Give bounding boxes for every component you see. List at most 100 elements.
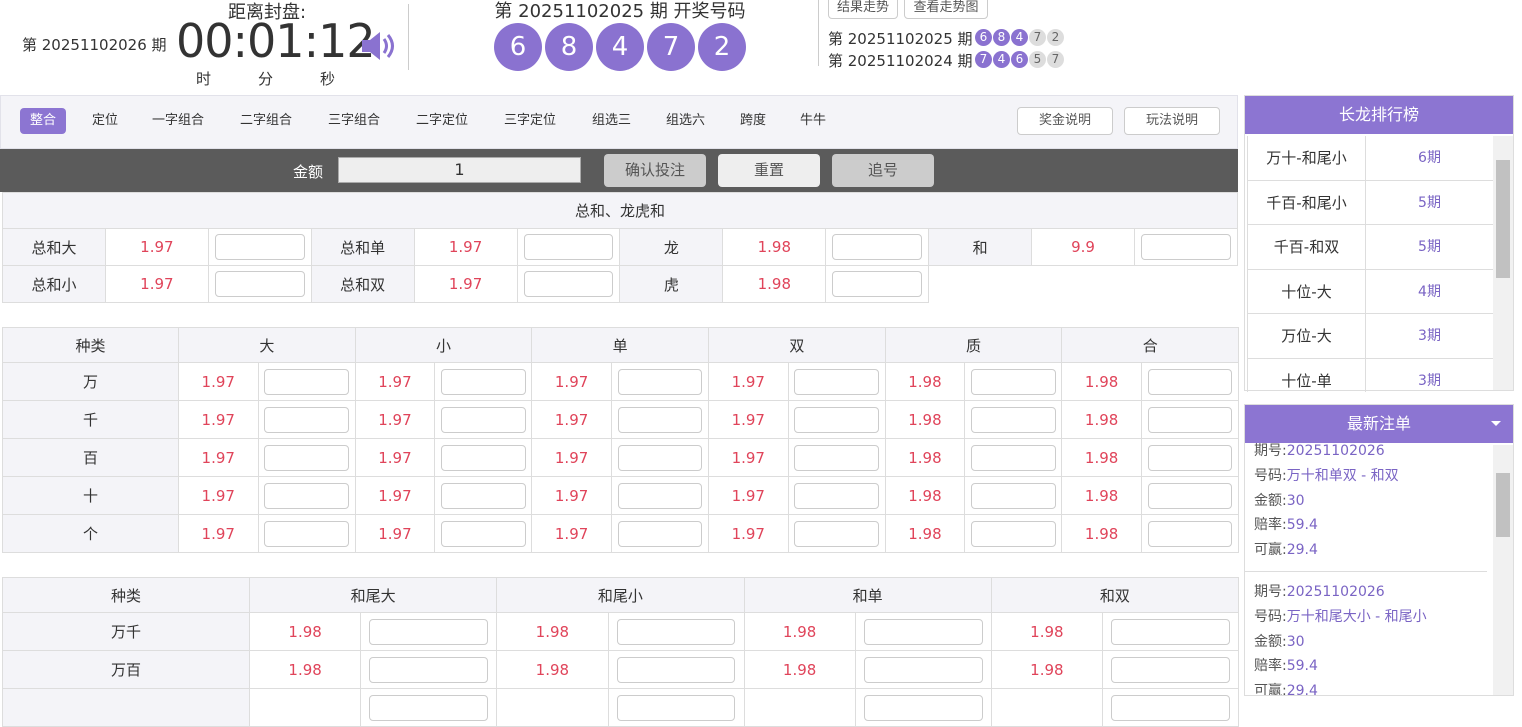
row: 千 1.97 1.97 1.97 1.97 1.98 1.98 — [2, 400, 1240, 439]
bet-input[interactable] — [369, 618, 489, 645]
bet-input[interactable] — [970, 482, 1056, 509]
bet-input[interactable] — [970, 406, 1056, 433]
title-row: 总和、龙虎和 — [2, 192, 1238, 229]
history-ball: 4 — [1011, 29, 1028, 46]
bet-input[interactable] — [863, 694, 983, 721]
column-header: 单 — [531, 327, 710, 363]
odds: 1.97 — [531, 362, 612, 401]
bet-input[interactable] — [863, 618, 983, 645]
bet-input[interactable] — [440, 368, 526, 395]
bet-input[interactable] — [794, 444, 879, 471]
bet-input[interactable] — [970, 368, 1056, 395]
odds: 1.97 — [708, 438, 789, 477]
column-header: 大 — [178, 327, 356, 363]
row-name: 千 — [2, 400, 179, 439]
field-label: 赔率: — [1254, 517, 1287, 534]
odds: 1.98 — [884, 438, 966, 477]
header-button[interactable]: 查看走势图 — [904, 0, 988, 19]
bet-input[interactable] — [1147, 406, 1233, 433]
bet-input[interactable] — [970, 444, 1056, 471]
history-ball: 6 — [975, 29, 992, 46]
tab[interactable]: 组选三 — [592, 113, 632, 128]
bet-input[interactable] — [617, 520, 703, 547]
bet-input[interactable] — [264, 406, 349, 433]
input-cell — [207, 265, 312, 303]
odds: 1.98 — [884, 362, 966, 401]
history-ball: 5 — [1029, 51, 1046, 68]
bet-input[interactable] — [794, 520, 879, 547]
tab[interactable]: 跨度 — [740, 113, 767, 128]
bet-input[interactable] — [1147, 520, 1233, 547]
bet-button[interactable]: 确认投注 — [604, 154, 706, 187]
bet-input[interactable] — [617, 444, 703, 471]
odds: 1.98 — [722, 228, 827, 266]
input-cell — [1140, 400, 1240, 439]
input-cell — [434, 514, 533, 553]
bet-input[interactable] — [832, 271, 923, 297]
bet-input[interactable] — [616, 618, 736, 645]
input-cell — [360, 688, 498, 727]
bet-input[interactable] — [214, 271, 305, 297]
bet-input[interactable] — [794, 406, 879, 433]
bet-input[interactable] — [1111, 656, 1230, 683]
bet-input[interactable] — [1147, 444, 1233, 471]
tab[interactable]: 三字定位 — [504, 113, 557, 128]
bet-input[interactable] — [214, 234, 305, 260]
bet-input[interactable] — [1111, 694, 1230, 721]
help-button[interactable]: 奖金说明 — [1017, 107, 1113, 135]
input-cell — [854, 612, 992, 651]
tab[interactable]: 一字组合 — [152, 113, 205, 128]
tab[interactable]: 整合 — [20, 108, 67, 134]
bet-input[interactable] — [794, 482, 879, 509]
speaker-icon[interactable] — [360, 30, 396, 62]
input-cell — [610, 362, 710, 401]
bet-input[interactable] — [369, 694, 489, 721]
bet-input[interactable] — [794, 368, 879, 395]
bet-input[interactable] — [616, 656, 736, 683]
bet-input[interactable] — [440, 406, 526, 433]
help-button[interactable]: 玩法说明 — [1124, 107, 1220, 135]
column-header: 和双 — [990, 577, 1240, 613]
tab[interactable]: 定位 — [92, 113, 119, 128]
bet-input[interactable] — [1147, 482, 1233, 509]
row-name: 个 — [2, 514, 179, 553]
odds: 1.98 — [722, 265, 827, 303]
header-button[interactable]: 结果走势 — [828, 0, 898, 19]
bet-input[interactable] — [863, 656, 983, 683]
tab[interactable]: 牛牛 — [800, 113, 827, 128]
tab[interactable]: 三字组合 — [328, 113, 381, 128]
bet-input[interactable] — [369, 656, 489, 683]
tab[interactable]: 组选六 — [666, 113, 706, 128]
bet-input[interactable] — [616, 694, 736, 721]
odds — [496, 688, 609, 727]
bet-button[interactable]: 追号 — [832, 154, 934, 187]
bet-input[interactable] — [617, 482, 703, 509]
bet-input[interactable] — [440, 444, 526, 471]
bet-input[interactable] — [264, 520, 349, 547]
bet-button[interactable]: 重置 — [718, 154, 820, 187]
amount-input[interactable]: 1 — [338, 157, 581, 183]
bet-input[interactable] — [264, 368, 349, 395]
bet-input[interactable] — [264, 444, 349, 471]
bet-input[interactable] — [617, 406, 703, 433]
bet-input[interactable] — [1141, 234, 1231, 260]
bet-input[interactable] — [523, 271, 614, 297]
bet-input[interactable] — [970, 520, 1056, 547]
bet-input[interactable] — [832, 234, 923, 260]
field-value: 29.4 — [1286, 542, 1318, 559]
scroll-thumb[interactable] — [1496, 473, 1510, 537]
tab[interactable]: 二字组合 — [240, 113, 293, 128]
scroll-thumb[interactable] — [1496, 160, 1510, 278]
bet-input[interactable] — [617, 368, 703, 395]
input-cell — [360, 612, 498, 651]
order-field: 赔率:59.4 — [1254, 513, 1487, 538]
bet-input[interactable] — [523, 234, 614, 260]
tab[interactable]: 二字定位 — [416, 113, 469, 128]
bet-input[interactable] — [1111, 618, 1230, 645]
bet-input[interactable] — [1147, 368, 1233, 395]
countdown: 00:01:12 — [176, 14, 376, 68]
bet-input[interactable] — [440, 520, 526, 547]
collapse-arrow[interactable] — [1491, 421, 1501, 431]
bet-input[interactable] — [440, 482, 526, 509]
bet-input[interactable] — [264, 482, 349, 509]
